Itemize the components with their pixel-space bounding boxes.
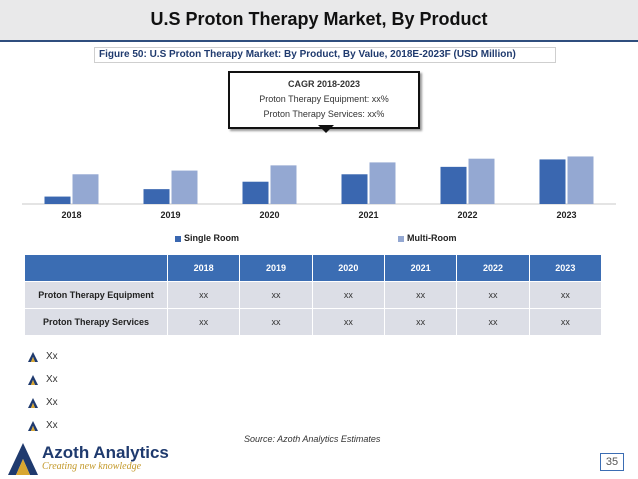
bar-multi-room-2020 bbox=[270, 165, 297, 204]
bar-chart: 2018 2019 2020 2021 2022 2023 bbox=[22, 156, 616, 220]
table-cell: xx bbox=[168, 309, 240, 335]
figure-caption: Figure 50: U.S Proton Therapy Market: By… bbox=[94, 47, 556, 63]
table-header-cell: 2020 bbox=[312, 255, 384, 281]
list-item: Xx bbox=[28, 345, 58, 368]
page-title: U.S Proton Therapy Market, By Product bbox=[150, 9, 488, 29]
x-tick-label: 2021 bbox=[358, 210, 378, 220]
row-label: Proton Therapy Equipment bbox=[25, 282, 167, 308]
bullet-arrow-icon bbox=[28, 397, 38, 408]
table-cell: xx bbox=[457, 309, 529, 335]
table-header-row: 2018 2019 2020 2021 2022 2023 bbox=[25, 255, 601, 281]
bullet-text: Xx bbox=[46, 351, 58, 362]
bar-single-room-2019 bbox=[143, 189, 170, 204]
title-rule bbox=[0, 40, 638, 42]
legend-single-room: Single Room bbox=[175, 233, 239, 243]
cagr-callout-pointer bbox=[318, 125, 334, 133]
bar-multi-room-2022 bbox=[468, 158, 495, 204]
bullet-text: Xx bbox=[46, 397, 58, 408]
table-cell: xx bbox=[312, 309, 384, 335]
table-cell: xx bbox=[240, 309, 312, 335]
legend-swatch-multi bbox=[398, 235, 404, 242]
table-header-cell: 2019 bbox=[240, 255, 312, 281]
logo-brand: Azoth Analytics bbox=[42, 443, 169, 462]
bullet-arrow-icon bbox=[28, 420, 38, 431]
x-tick-label: 2020 bbox=[259, 210, 279, 220]
x-tick-label: 2022 bbox=[457, 210, 477, 220]
cagr-callout: CAGR 2018-2023 Proton Therapy Equipment:… bbox=[228, 71, 420, 129]
bar-single-room-2023 bbox=[539, 159, 566, 204]
cagr-title: CAGR 2018-2023 bbox=[287, 79, 361, 89]
table-cell: xx bbox=[384, 282, 457, 308]
list-item: Xx bbox=[28, 368, 58, 391]
bar-multi-room-2021 bbox=[369, 162, 396, 204]
table-cell: xx bbox=[529, 309, 601, 335]
table-header-cell: 2022 bbox=[457, 255, 529, 281]
table-row: Proton Therapy Services xx xx xx xx xx x… bbox=[25, 309, 601, 335]
list-item: Xx bbox=[28, 391, 58, 414]
cagr-equipment: Proton Therapy Equipment: xx% bbox=[259, 94, 389, 104]
company-logo: Azoth Analytics Creating new knowledge bbox=[8, 441, 208, 477]
bar-multi-room-2018 bbox=[72, 174, 99, 204]
bar-single-room-2018 bbox=[44, 196, 71, 204]
title-bar bbox=[0, 0, 638, 40]
table-cell: xx bbox=[457, 282, 529, 308]
legend-multi-room: Multi-Room bbox=[398, 233, 457, 243]
table-cell: xx bbox=[168, 282, 240, 308]
legend-label-single: Single Room bbox=[184, 233, 240, 243]
bar-single-room-2020 bbox=[242, 181, 269, 204]
legend-label-multi: Multi-Room bbox=[407, 233, 457, 243]
table-row: Proton Therapy Equipment xx xx xx xx xx … bbox=[25, 282, 601, 308]
legend-swatch-single bbox=[175, 235, 181, 242]
x-tick-label: 2019 bbox=[160, 210, 180, 220]
cagr-services: Proton Therapy Services: xx% bbox=[263, 109, 385, 119]
table-header-cell: 2018 bbox=[168, 255, 240, 281]
bullet-list: Xx Xx Xx Xx bbox=[28, 345, 58, 437]
source-note: Source: Azoth Analytics Estimates bbox=[244, 434, 381, 444]
bullet-arrow-icon bbox=[28, 351, 38, 362]
page-number: 35 bbox=[600, 453, 624, 471]
table-header-cell: 2023 bbox=[529, 255, 601, 281]
table-header-cell: 2021 bbox=[384, 255, 457, 281]
table-cell: xx bbox=[312, 282, 384, 308]
row-label: Proton Therapy Services bbox=[25, 309, 167, 335]
bar-multi-room-2023 bbox=[567, 156, 594, 204]
table-cell: xx bbox=[384, 309, 457, 335]
azoth-logo-icon bbox=[8, 443, 38, 475]
bullet-arrow-icon bbox=[28, 374, 38, 385]
bullet-text: Xx bbox=[46, 374, 58, 385]
list-item: Xx bbox=[28, 414, 58, 437]
table-cell: xx bbox=[240, 282, 312, 308]
bar-single-room-2021 bbox=[341, 174, 368, 204]
logo-tagline: Creating new knowledge bbox=[42, 461, 142, 472]
table-header-cell bbox=[25, 255, 167, 281]
bar-single-room-2022 bbox=[440, 166, 467, 204]
x-tick-label: 2018 bbox=[61, 210, 81, 220]
bar-multi-room-2019 bbox=[171, 170, 198, 204]
data-table: 2018 2019 2020 2021 2022 2023 Proton The… bbox=[24, 254, 602, 336]
x-tick-label: 2023 bbox=[556, 210, 576, 220]
bullet-text: Xx bbox=[46, 420, 58, 431]
table-cell: xx bbox=[529, 282, 601, 308]
